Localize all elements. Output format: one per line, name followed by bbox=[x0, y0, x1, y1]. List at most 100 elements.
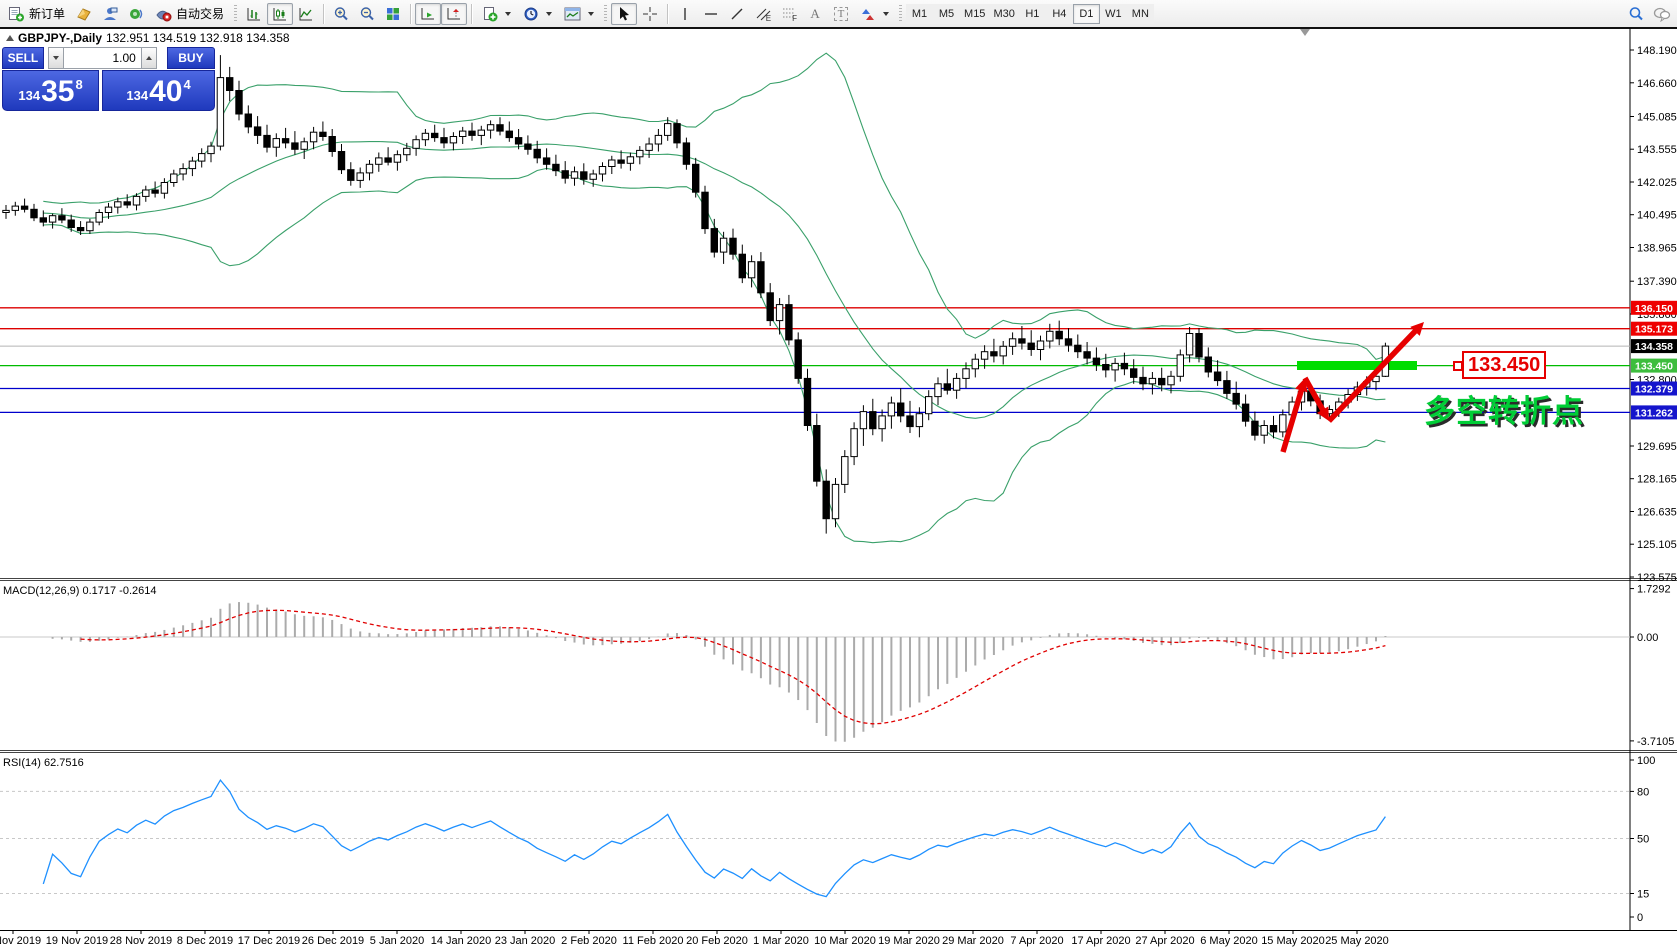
toolbar: 新订单 自动交易 bbox=[0, 0, 1677, 27]
sell-price-sup: 8 bbox=[75, 77, 83, 92]
svg-text:0.00: 0.00 bbox=[1637, 632, 1658, 644]
template-button[interactable] bbox=[558, 3, 600, 25]
timeframe-D1[interactable]: D1 bbox=[1072, 3, 1100, 24]
chevron-down-icon bbox=[588, 11, 595, 16]
timeframe-M1[interactable]: M1 bbox=[906, 3, 934, 24]
svg-text:15 May 2020: 15 May 2020 bbox=[1261, 935, 1325, 947]
autotrade-button[interactable]: 自动交易 bbox=[149, 3, 230, 25]
indicators-button[interactable] bbox=[476, 3, 517, 25]
svg-text:128.165: 128.165 bbox=[1637, 474, 1677, 486]
svg-text:27 Apr 2020: 27 Apr 2020 bbox=[1135, 935, 1194, 947]
toolbar-separator bbox=[410, 3, 412, 24]
price-axis[interactable]: 148.190 146.660 145.085 143.555 142.025 140.4… bbox=[1630, 45, 1677, 584]
timeframe-MN[interactable]: MN bbox=[1126, 3, 1154, 24]
horizontal-line-button[interactable] bbox=[698, 3, 724, 25]
buy-button[interactable]: BUY bbox=[166, 47, 215, 69]
svg-text:20 Feb 2020: 20 Feb 2020 bbox=[686, 935, 748, 947]
highlight-rect[interactable] bbox=[1297, 361, 1417, 370]
trendline-icon bbox=[731, 8, 743, 19]
volume-increase-button[interactable] bbox=[140, 47, 157, 69]
svg-text:8 Nov 2019: 8 Nov 2019 bbox=[0, 935, 41, 947]
rsi-panel[interactable]: 100 80 50 15 0 bbox=[0, 755, 1655, 924]
search-button[interactable] bbox=[1623, 3, 1649, 25]
buy-price[interactable]: 134 40 4 bbox=[102, 70, 215, 111]
trendline-button[interactable] bbox=[724, 3, 750, 25]
channel-button[interactable]: E bbox=[750, 3, 776, 25]
svg-text:10 Mar 2020: 10 Mar 2020 bbox=[814, 935, 876, 947]
candles-layer[interactable] bbox=[2, 55, 1390, 534]
toolbar-separator bbox=[323, 3, 325, 24]
market-watch-button[interactable] bbox=[97, 3, 123, 25]
vertical-line-button[interactable] bbox=[672, 3, 698, 25]
svg-text:8 Dec 2019: 8 Dec 2019 bbox=[177, 935, 233, 947]
cursor-button[interactable] bbox=[611, 2, 638, 25]
svg-text:-3.7105: -3.7105 bbox=[1637, 736, 1674, 748]
zoom-out-button[interactable] bbox=[354, 3, 380, 25]
crosshair-button[interactable] bbox=[637, 3, 663, 25]
auto-scroll-icon bbox=[421, 7, 435, 19]
svg-text:17 Dec 2019: 17 Dec 2019 bbox=[238, 935, 300, 947]
svg-text:0: 0 bbox=[1637, 912, 1643, 924]
volume-stepper: 1.00 bbox=[47, 47, 157, 69]
fibonacci-button[interactable]: F bbox=[776, 3, 802, 25]
trend-arrows[interactable] bbox=[1280, 322, 1424, 453]
chevron-down-icon bbox=[505, 11, 512, 16]
vertical-line-icon bbox=[684, 7, 686, 20]
text-button[interactable]: A bbox=[802, 3, 828, 25]
tile-windows-button[interactable] bbox=[380, 3, 406, 25]
timeframe-W1[interactable]: W1 bbox=[1099, 3, 1127, 24]
chevron-up-icon bbox=[145, 56, 152, 60]
macd-indicator-label: MACD(12,26,9) 0.1717 -0.2614 bbox=[3, 585, 157, 597]
buy-price-prefix: 134 bbox=[126, 88, 149, 103]
macd-panel[interactable]: 1.7292 0.00 -3.7105 bbox=[0, 584, 1674, 748]
sell-button[interactable]: SELL bbox=[2, 47, 44, 69]
timeframe-M5[interactable]: M5 bbox=[933, 3, 961, 24]
timeframe-M15[interactable]: M15 bbox=[960, 3, 990, 24]
svg-text:29 Mar 2020: 29 Mar 2020 bbox=[942, 935, 1004, 947]
arrows-button[interactable] bbox=[854, 3, 895, 25]
svg-text:126.635: 126.635 bbox=[1637, 507, 1677, 519]
svg-text:26 Dec 2019: 26 Dec 2019 bbox=[302, 935, 364, 947]
new-order-button[interactable]: 新订单 bbox=[2, 3, 71, 25]
price-callout-box[interactable]: 133.450 bbox=[1462, 351, 1547, 379]
tile-windows-icon bbox=[387, 7, 400, 20]
text-label-icon: T bbox=[833, 6, 849, 21]
chat-button[interactable] bbox=[1649, 3, 1675, 25]
svg-text:129.695: 129.695 bbox=[1637, 441, 1677, 453]
periods-button[interactable] bbox=[517, 3, 558, 25]
sell-price-big: 35 bbox=[41, 75, 75, 108]
text-label-button[interactable]: T bbox=[828, 3, 854, 25]
sell-price[interactable]: 134 35 8 bbox=[2, 70, 100, 111]
volume-input[interactable]: 1.00 bbox=[63, 47, 141, 69]
svg-text:135.173: 135.173 bbox=[1635, 324, 1673, 336]
buy-price-sup: 4 bbox=[183, 77, 191, 92]
chart-shift-button[interactable] bbox=[441, 2, 468, 25]
svg-text:1 Mar 2020: 1 Mar 2020 bbox=[753, 935, 809, 947]
svg-text:132.379: 132.379 bbox=[1635, 384, 1673, 396]
timeframe-H4[interactable]: H4 bbox=[1045, 3, 1073, 24]
timeframe-M30[interactable]: M30 bbox=[989, 3, 1019, 24]
fibonacci-icon bbox=[783, 8, 796, 17]
line-chart-button[interactable] bbox=[293, 3, 319, 25]
chevron-down-icon bbox=[883, 11, 890, 16]
svg-text:100: 100 bbox=[1637, 755, 1655, 767]
deposit-button[interactable] bbox=[71, 3, 97, 25]
toolbar-separator bbox=[667, 3, 669, 24]
shift-marker-icon bbox=[1300, 29, 1310, 36]
candlestick-chart-button[interactable] bbox=[267, 2, 294, 25]
zoom-out-icon bbox=[360, 6, 374, 20]
broadcast-button[interactable] bbox=[123, 3, 149, 25]
svg-text:137.390: 137.390 bbox=[1637, 276, 1677, 288]
bar-chart-button[interactable] bbox=[241, 3, 267, 25]
autotrade-icon bbox=[156, 10, 172, 21]
price-tags: 136.150 135.173 134.358 133.450 132.379 131.2… bbox=[1631, 300, 1677, 420]
turning-point-annotation[interactable]: 多空转折点 bbox=[1424, 394, 1584, 429]
volume-decrease-button[interactable] bbox=[47, 47, 64, 69]
timeframe-H1[interactable]: H1 bbox=[1018, 3, 1046, 24]
zoom-in-button[interactable] bbox=[328, 3, 354, 25]
line-chart-icon bbox=[299, 7, 313, 20]
auto-scroll-button[interactable] bbox=[415, 2, 442, 25]
svg-text:23 Jan 2020: 23 Jan 2020 bbox=[495, 935, 556, 947]
